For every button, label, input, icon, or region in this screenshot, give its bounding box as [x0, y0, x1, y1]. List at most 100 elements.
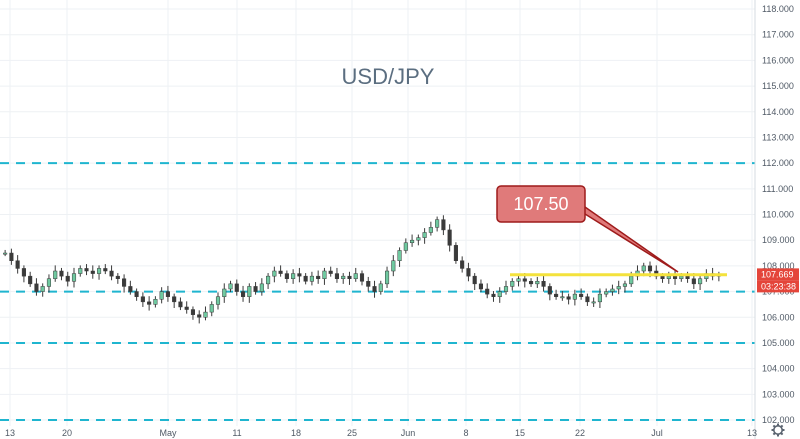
x-tick-label: 15 — [515, 428, 525, 438]
candle — [616, 280, 621, 295]
x-tick-label: 8 — [463, 428, 468, 438]
candle — [53, 265, 58, 282]
y-tick-label: 113.000 — [762, 132, 794, 142]
candle — [359, 270, 365, 286]
candle — [572, 289, 577, 306]
candle — [466, 262, 471, 282]
settings-gear-icon[interactable] — [771, 423, 785, 437]
candle — [604, 288, 609, 298]
y-tick-label: 110.000 — [762, 210, 794, 220]
candle — [159, 287, 164, 304]
x-tick-label: 13 — [747, 428, 757, 438]
candle — [190, 306, 196, 320]
x-tick-label: Jun — [401, 428, 416, 438]
candle — [140, 292, 145, 307]
price-tag: 107.669 — [761, 269, 794, 279]
candle — [240, 285, 246, 302]
y-tick-label: 105.000 — [762, 338, 795, 348]
candle — [591, 297, 596, 307]
candle — [197, 310, 202, 324]
candle — [416, 234, 421, 246]
chart-title: USD/JPY — [342, 64, 435, 89]
x-tick-label: 11 — [232, 428, 241, 438]
y-tick-label: 109.000 — [762, 235, 795, 245]
candle — [96, 265, 102, 280]
candle — [384, 266, 390, 288]
candle — [510, 278, 515, 291]
candle — [372, 280, 377, 298]
candle — [222, 283, 227, 303]
candle — [284, 270, 289, 283]
candle — [366, 276, 371, 292]
candle — [128, 280, 133, 295]
candle — [698, 275, 703, 291]
x-tick-label: 22 — [575, 428, 585, 438]
candle — [528, 278, 534, 287]
candle — [178, 297, 183, 311]
candle — [272, 266, 277, 283]
candle — [46, 274, 52, 293]
candle — [165, 285, 170, 302]
candle — [622, 280, 628, 293]
candle — [253, 282, 258, 295]
candle — [15, 255, 20, 274]
candle — [453, 242, 458, 264]
x-tick-label: May — [159, 428, 177, 438]
x-tick-label: Jul — [651, 428, 663, 438]
y-tick-label: 117.000 — [762, 30, 794, 40]
y-tick-label: 116.000 — [762, 55, 794, 65]
candle — [316, 270, 321, 284]
candle — [541, 275, 546, 292]
y-tick-label: 106.000 — [762, 312, 795, 322]
candle — [103, 264, 108, 275]
candle — [3, 249, 8, 257]
candle — [353, 267, 358, 282]
countdown-tag-bg — [757, 280, 799, 293]
candle — [554, 289, 559, 300]
x-tick-label: 13 — [5, 428, 15, 438]
candle — [40, 283, 45, 297]
candle — [28, 271, 33, 287]
candle — [115, 273, 120, 284]
candle — [547, 283, 552, 301]
x-tick-label: 25 — [347, 428, 357, 438]
price-tags: 107.669 03:23:38 — [757, 268, 799, 293]
callout-label: 107.50 — [513, 194, 568, 214]
candle — [347, 271, 352, 285]
candle — [259, 278, 264, 296]
y-tick-label: 114.000 — [762, 107, 794, 117]
candle — [566, 293, 571, 305]
candle — [309, 271, 314, 286]
y-tick-label: 102.000 — [762, 415, 795, 425]
candle — [328, 266, 333, 277]
candle — [184, 301, 189, 314]
candle — [672, 270, 678, 285]
candle — [172, 293, 177, 309]
candle — [203, 306, 208, 321]
candle — [215, 292, 221, 310]
candle — [391, 255, 396, 277]
candle — [535, 276, 540, 288]
candle — [291, 269, 296, 284]
y-axis: 118.000 117.000 116.000 115.000 114.000 113.0… — [754, 0, 795, 439]
candle — [122, 274, 127, 293]
candle — [322, 267, 327, 285]
candle — [654, 265, 659, 280]
candle — [435, 216, 440, 232]
candle — [278, 265, 283, 277]
candle — [516, 274, 521, 287]
candle — [716, 271, 721, 282]
candle — [341, 273, 346, 284]
candle — [610, 284, 615, 296]
candle — [247, 283, 252, 303]
candle — [478, 279, 484, 293]
x-tick-label: 18 — [291, 428, 301, 438]
candle — [34, 278, 39, 296]
candle — [428, 221, 433, 236]
candle — [90, 265, 95, 279]
candles — [3, 215, 721, 324]
price-callout: 107.50 — [496, 185, 679, 273]
candle — [491, 291, 496, 302]
